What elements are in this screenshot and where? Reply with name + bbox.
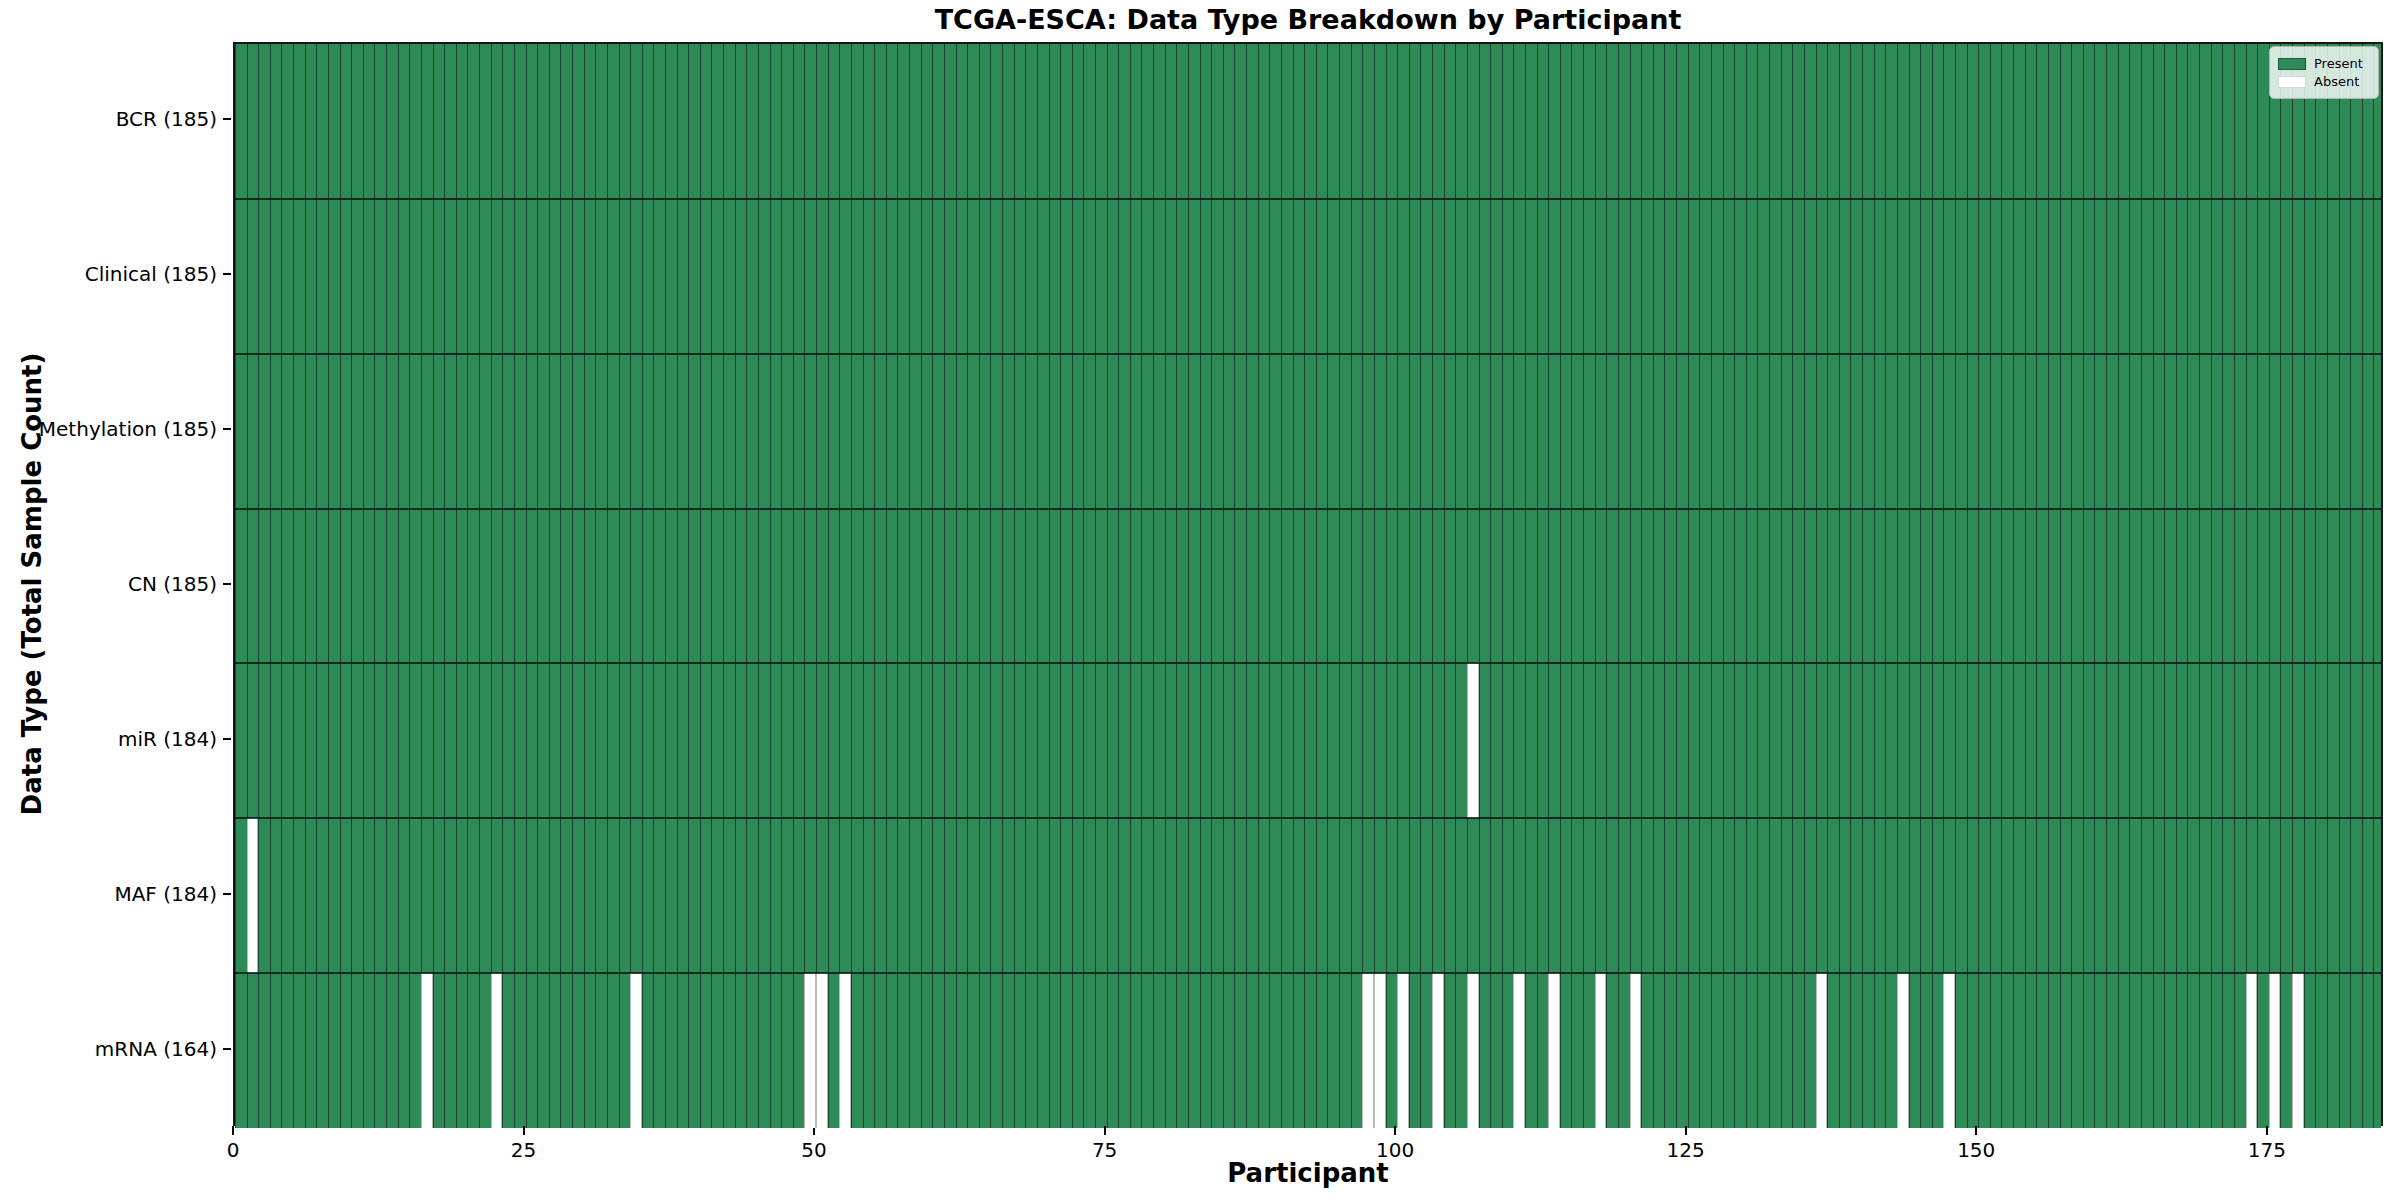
legend: Present Absent [2269,46,2379,99]
heatmap-row-bcr [235,44,2381,199]
absent-cell [1595,973,1607,1128]
absent-cell [1467,973,1479,1128]
absent-cell [491,973,503,1128]
legend-entry: Absent [2278,74,2370,89]
absent-cell [804,973,816,1128]
x-tick-mark [523,1126,525,1135]
absent-cell [1630,973,1642,1128]
heatmap-row-mir [235,663,2381,818]
x-tick-mark [1394,1126,1396,1135]
legend-swatch-absent [2278,76,2306,88]
x-tick-mark [1685,1126,1687,1135]
legend-label: Absent [2314,74,2359,89]
row-separator [235,508,2381,510]
heatmap-row-methylation [235,354,2381,509]
absent-cell [1943,973,1955,1128]
absent-cell [816,973,828,1128]
heatmap-row-clinical [235,199,2381,354]
row-separator [235,972,2381,974]
legend-entry: Present [2278,56,2370,71]
x-tick-mark [232,1126,234,1135]
plot-area [233,42,2383,1126]
absent-cell [1548,973,1560,1128]
y-tick-label: Methylation (185) [0,417,217,441]
y-tick-label: mRNA (164) [0,1037,217,1061]
absent-cell [1467,663,1479,818]
y-tick-label: miR (184) [0,727,217,751]
absent-cell [2246,973,2258,1128]
y-tick-mark [223,738,231,740]
y-tick-mark [223,118,231,120]
chart-title: TCGA-ESCA: Data Type Breakdown by Partic… [233,4,2383,35]
absent-cell [247,818,259,973]
row-separator [235,817,2381,819]
legend-swatch-present [2278,58,2306,70]
absent-cell [1362,973,1374,1128]
x-tick-mark [1104,1126,1106,1135]
y-tick-mark [223,428,231,430]
row-separator [235,662,2381,664]
heatmap-row-maf [235,818,2381,973]
y-tick-label: Clinical (185) [0,262,217,286]
y-tick-label: CN (185) [0,572,217,596]
row-separator [235,198,2381,200]
absent-cell [1432,973,1444,1128]
y-tick-label: BCR (185) [0,107,217,131]
absent-cell [839,973,851,1128]
absent-cell [1897,973,1909,1128]
x-tick-mark [1975,1126,1977,1135]
absent-cell [630,973,642,1128]
absent-cell [1513,973,1525,1128]
absent-cell [1816,973,1828,1128]
absent-cell [1397,973,1409,1128]
heatmap-row-cn [235,509,2381,664]
absent-cell [1374,973,1386,1128]
absent-cell [421,973,433,1128]
y-tick-mark [223,1048,231,1050]
y-tick-mark [223,273,231,275]
y-tick-mark [223,893,231,895]
y-tick-mark [223,583,231,585]
x-axis-label: Participant [233,1158,2383,1188]
legend-label: Present [2314,56,2363,71]
absent-cell [2269,973,2281,1128]
y-tick-label: MAF (184) [0,882,217,906]
row-separator [235,353,2381,355]
x-tick-mark [2266,1126,2268,1135]
figure: TCGA-ESCA: Data Type Breakdown by Partic… [0,0,2400,1200]
heatmap-row-mrna [235,973,2381,1128]
absent-cell [2292,973,2304,1128]
